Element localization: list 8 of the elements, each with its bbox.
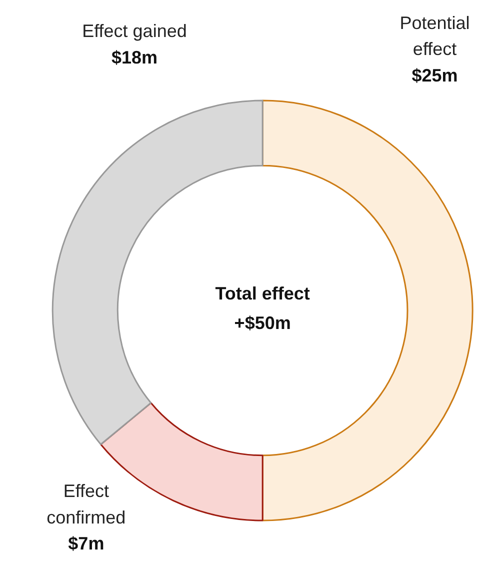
text: Total effect — [215, 284, 310, 304]
data-label: $25m — [412, 65, 458, 86]
slice-label: Potential effect — [400, 12, 470, 60]
data-label: $18m — [111, 47, 158, 68]
data-label: $7m — [68, 534, 104, 554]
slice-label: Effect gained — [82, 21, 187, 42]
slice-label: Effect confirmed — [46, 481, 126, 528]
text: +$50m — [234, 313, 291, 334]
